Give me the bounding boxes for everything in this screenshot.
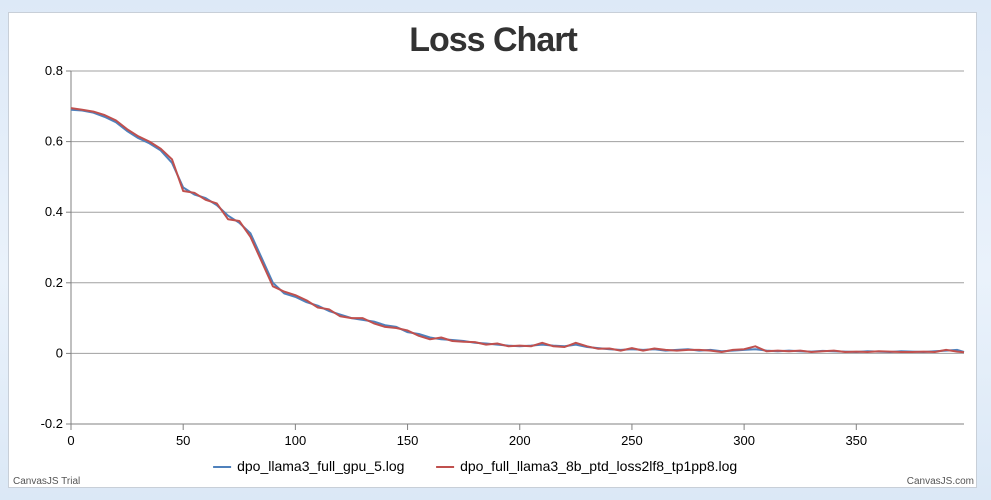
credit-right[interactable]: CanvasJS.com: [907, 476, 974, 487]
axes: [70, 71, 964, 425]
legend-label[interactable]: dpo_llama3_full_gpu_5.log: [237, 458, 404, 474]
loss-chart: Loss Chart -0.2 0 0.2 0.4 0.6 0.8 0 50 100 150 20…: [13, 21, 974, 487]
chart-title: Loss Chart: [409, 21, 577, 59]
y-tick-label: 0.2: [45, 275, 63, 290]
x-tick-label: 200: [509, 433, 531, 448]
x-tick-label: 0: [67, 433, 74, 448]
x-axis-ticks: 0 50 100 150 200 250 300 350: [67, 424, 867, 448]
series-lines: [70, 107, 965, 354]
legend-label[interactable]: dpo_full_llama3_8b_ptd_loss2lf8_tp1pp8.l…: [460, 458, 737, 474]
y-tick-label: 0.4: [45, 204, 63, 219]
x-tick-label: 300: [733, 433, 755, 448]
gridlines: [71, 70, 964, 425]
y-tick-label: 0.8: [45, 63, 63, 78]
y-tick-label: 0: [56, 345, 63, 360]
series-line-2[interactable]: [70, 107, 965, 354]
x-tick-label: 150: [397, 433, 419, 448]
y-tick-label: -0.2: [41, 416, 63, 431]
chart-frame: Loss Chart -0.2 0 0.2 0.4 0.6 0.8 0 50 100 150 20…: [8, 12, 977, 488]
y-tick-label: 0.6: [45, 134, 63, 149]
series-line-1[interactable]: [70, 108, 965, 353]
y-axis-ticks: -0.2 0 0.2 0.4 0.6 0.8: [41, 63, 71, 431]
x-tick-label: 350: [845, 433, 867, 448]
legend: dpo_llama3_full_gpu_5.log dpo_full_llama3…: [213, 458, 737, 474]
x-tick-label: 50: [176, 433, 190, 448]
x-tick-label: 250: [621, 433, 643, 448]
x-tick-label: 100: [285, 433, 307, 448]
credit-left[interactable]: CanvasJS Trial: [13, 476, 80, 487]
